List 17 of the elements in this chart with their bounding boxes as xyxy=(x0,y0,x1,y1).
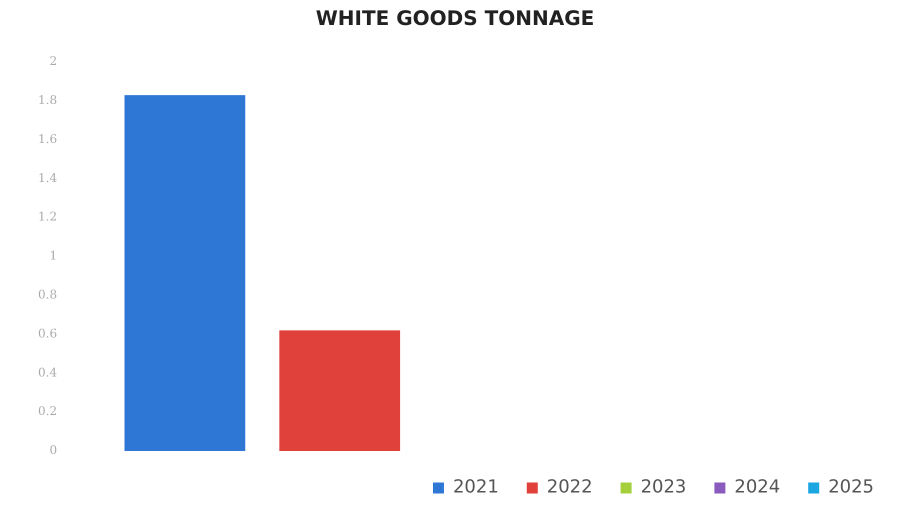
legend-label: 2022 xyxy=(546,476,593,498)
y-tick-label: 1.6 xyxy=(38,132,58,146)
y-tick-label: 2 xyxy=(49,54,58,68)
legend-label: 2021 xyxy=(452,476,499,498)
legend-label: 2024 xyxy=(734,476,780,498)
y-tick-label: 0.4 xyxy=(38,365,58,380)
y-tick-label: 1.4 xyxy=(38,170,58,185)
y-tick-label: 1.2 xyxy=(38,210,58,224)
y-tick-label: 0 xyxy=(49,443,58,458)
y-tick-label: 1.8 xyxy=(38,93,58,108)
y-tick-label: 1 xyxy=(49,248,58,263)
y-tick-label: 0.8 xyxy=(38,288,58,302)
legend-label: 2023 xyxy=(640,476,686,498)
legend-label: 2025 xyxy=(828,476,874,498)
y-tick-label: 0.6 xyxy=(38,326,58,340)
y-tick-label: 0.2 xyxy=(38,404,58,418)
chart-title: WHITE GOODS TONNAGE xyxy=(316,6,594,30)
